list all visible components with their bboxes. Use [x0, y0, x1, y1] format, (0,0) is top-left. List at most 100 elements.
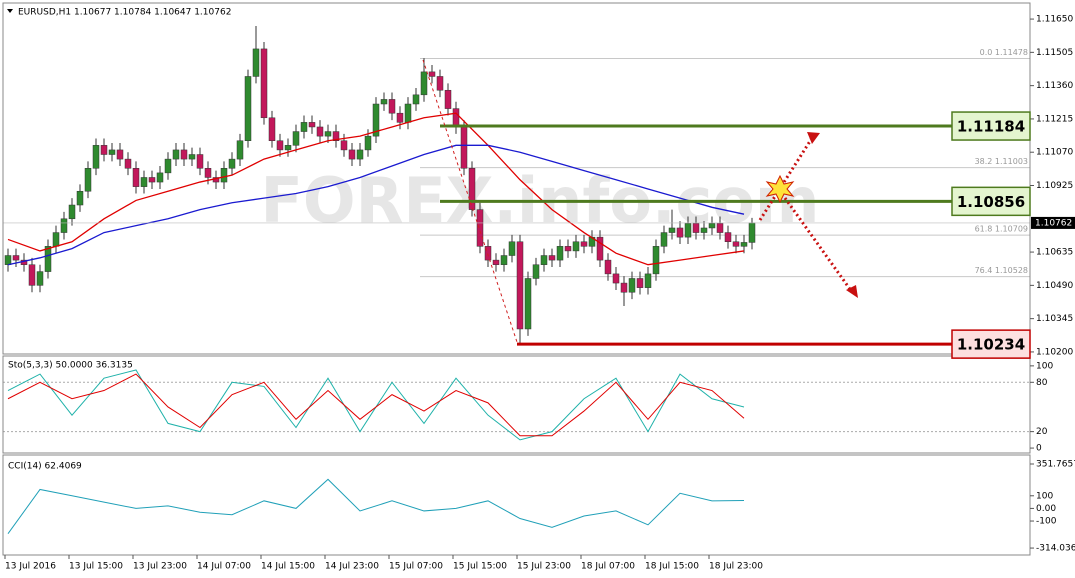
level-label: 1.11184	[957, 118, 1025, 136]
candle-body	[332, 131, 340, 141]
candle-body	[572, 241, 580, 252]
candle-body	[460, 126, 468, 169]
candle-body	[252, 48, 260, 77]
candle-body	[340, 140, 348, 151]
candle-body	[476, 209, 484, 247]
candle-body	[604, 259, 612, 275]
level-box	[951, 329, 1031, 359]
arrow-up	[758, 137, 814, 221]
candle-body	[716, 223, 724, 233]
candle-body	[204, 168, 212, 178]
cci-title: CCI(14) 62.4069	[8, 462, 82, 472]
y-tick-label: -314.0364	[1036, 544, 1075, 554]
y-tick-label: 1.10925	[1036, 181, 1073, 191]
candle-body	[668, 227, 676, 233]
candle-body	[156, 172, 164, 183]
x-tick-label: 13 Jul 23:00	[133, 562, 187, 572]
level-label: 1.10234	[957, 336, 1025, 354]
y-tick-label: 1.11360	[1036, 81, 1073, 91]
candle-body	[228, 158, 236, 169]
level-label: 1.10856	[957, 193, 1025, 211]
candle-body	[196, 154, 204, 169]
candle-body	[284, 145, 292, 151]
candle-body	[636, 278, 644, 288]
x-tick-label: 15 Jul 07:00	[389, 562, 443, 572]
candle-body	[300, 122, 308, 132]
candle-body	[724, 232, 732, 242]
candle-body	[732, 241, 740, 247]
y-tick-label: 1.10635	[1036, 248, 1073, 258]
candle-body	[364, 135, 372, 151]
candle-body	[132, 168, 140, 187]
x-tick-label: 13 Jul 2016	[5, 562, 56, 572]
x-tick-label: 18 Jul 23:00	[709, 562, 763, 572]
fib-label: 61.8 1.10709	[975, 225, 1028, 234]
candle-body	[556, 246, 564, 261]
candle-body	[108, 149, 116, 155]
y-tick-label: -100	[1036, 517, 1057, 527]
candle-body	[164, 158, 172, 174]
candle-body	[60, 218, 68, 233]
candle-body	[148, 177, 156, 183]
candle-body	[468, 168, 476, 210]
candle-body	[492, 259, 500, 265]
stoch-panel	[2, 355, 1031, 454]
fib-label: 76.4 1.10528	[975, 266, 1028, 275]
candle-body	[684, 223, 692, 238]
candle-body	[372, 103, 380, 137]
candle-body	[524, 278, 532, 330]
plot-layer: 0.0 1.11478 38.2 1.11003 61.8 1.10709 76.4 …	[3, 25, 1030, 534]
candle-body	[12, 255, 20, 261]
candle-body	[316, 126, 324, 137]
candle-body	[100, 145, 108, 155]
candle-body	[516, 241, 524, 330]
candle-body	[292, 131, 300, 146]
candle-body	[380, 99, 388, 105]
candle-body	[388, 99, 396, 114]
y-tick-label: 351.7657	[1036, 459, 1075, 469]
arrowhead-down	[846, 285, 858, 298]
y-tick-label: 100	[1036, 491, 1053, 501]
candle-body	[404, 103, 412, 123]
candle-body	[84, 168, 92, 192]
x-tick-label: 13 Jul 15:00	[69, 562, 123, 572]
candle-body	[436, 76, 444, 91]
fib-trend-line	[422, 59, 518, 343]
candle-body	[644, 273, 652, 288]
indicator-line	[7, 144, 745, 266]
candle-body	[36, 271, 44, 286]
candle-body	[548, 255, 556, 261]
y-tick-label: 1.11505	[1036, 48, 1073, 58]
candle-body	[348, 149, 356, 160]
candle-body	[172, 149, 180, 160]
y-tick-label: 1.11070	[1036, 148, 1073, 158]
last-price-label: 1.10762	[1035, 218, 1072, 228]
arrowhead-up	[807, 132, 820, 144]
y-tick-label: 100	[1036, 361, 1053, 371]
y-tick-label: 80	[1036, 378, 1048, 388]
candle-body	[620, 282, 628, 293]
candle-body	[444, 89, 452, 109]
candle-body	[244, 76, 252, 141]
y-tick-label: 0.00	[1036, 504, 1056, 514]
arrow-down	[783, 197, 854, 293]
y-tick-label: 1.10200	[1036, 347, 1073, 357]
candle-body	[76, 190, 84, 206]
candle-body	[188, 154, 196, 160]
candle-body	[628, 278, 636, 293]
y-tick-label: 1.10490	[1036, 281, 1073, 291]
candle-body	[484, 246, 492, 261]
candle-body	[420, 71, 428, 96]
candle-body	[68, 204, 76, 220]
level-box	[951, 111, 1031, 141]
candle-body	[708, 223, 716, 229]
candle-body	[324, 131, 332, 137]
candle-body	[308, 122, 316, 128]
candle-body	[500, 255, 508, 265]
candle-body	[660, 232, 668, 247]
candle-body	[124, 158, 132, 169]
candle-body	[396, 112, 404, 123]
price-panel	[2, 2, 1031, 355]
menu-triangle	[7, 9, 13, 13]
